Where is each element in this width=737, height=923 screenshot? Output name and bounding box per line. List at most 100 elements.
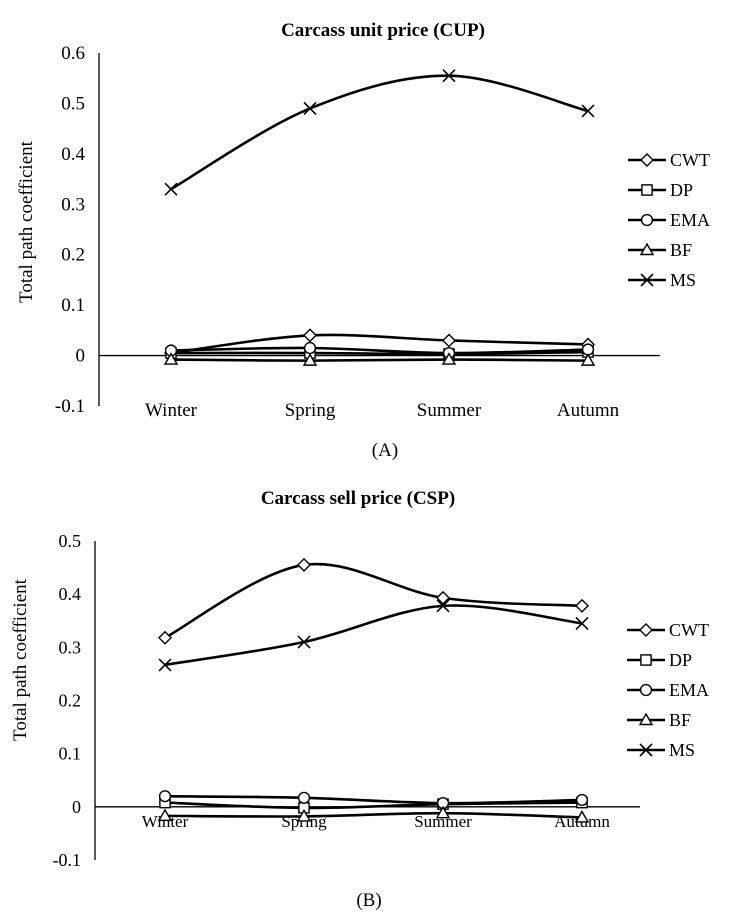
legend-item: CWT bbox=[627, 620, 709, 640]
legend-marker bbox=[639, 683, 653, 697]
y-axis-label: Total path coefficient bbox=[10, 578, 31, 741]
series-line bbox=[164, 604, 583, 667]
legend-label: MS bbox=[670, 270, 696, 290]
data-point bbox=[158, 630, 172, 645]
legend-item: EMA bbox=[627, 680, 709, 700]
y-tick-label: -0.1 bbox=[55, 396, 85, 417]
data-point bbox=[575, 793, 589, 807]
legend: CWT DP EMA BF MS bbox=[627, 620, 709, 760]
legend-item: BF bbox=[627, 710, 691, 730]
chart-panel-b: Carcass sell price (CSP) Total path coef… bbox=[10, 488, 709, 911]
data-point bbox=[442, 69, 456, 83]
data-point bbox=[163, 352, 179, 365]
data-point bbox=[297, 635, 311, 649]
y-tick-labels: -0.1 0 0.1 0.2 0.3 0.4 0.5 bbox=[53, 531, 82, 870]
y-tick-label: 0.1 bbox=[61, 295, 85, 316]
y-tick-label: 0.4 bbox=[61, 144, 85, 165]
data-point bbox=[157, 808, 173, 822]
series-ema bbox=[164, 341, 595, 360]
series-group bbox=[157, 557, 590, 823]
legend-marker bbox=[638, 712, 654, 726]
chart-panel-a: Carcass unit price (CUP) Total path coef… bbox=[16, 20, 710, 461]
y-tick-label: 0 bbox=[76, 346, 86, 367]
legend-marker bbox=[639, 623, 653, 637]
series-line bbox=[170, 358, 589, 362]
legend-item: MS bbox=[627, 740, 695, 760]
data-point bbox=[574, 810, 590, 823]
legend-marker bbox=[640, 213, 654, 227]
y-tick-label: 0.3 bbox=[61, 194, 85, 215]
legend-label: MS bbox=[669, 740, 695, 760]
data-point bbox=[580, 353, 596, 366]
series-ms bbox=[158, 599, 589, 672]
data-point bbox=[303, 101, 317, 116]
data-point bbox=[435, 805, 451, 819]
y-tick-label: 0.2 bbox=[59, 691, 82, 711]
y-tick-label: 0.6 bbox=[61, 43, 85, 64]
data-point bbox=[302, 353, 318, 366]
data-point bbox=[297, 791, 311, 804]
legend-item: DP bbox=[627, 650, 692, 670]
x-tick-labels: Winter Spring Summer Autumn bbox=[145, 400, 620, 421]
legend-label: CWT bbox=[670, 150, 710, 170]
data-point bbox=[296, 808, 312, 822]
y-tick-labels: -0.1 0 0.1 0.2 0.3 0.4 0.5 0.6 bbox=[55, 43, 86, 417]
chart-title: Carcass sell price (CSP) bbox=[261, 488, 455, 509]
legend-item: DP bbox=[628, 180, 693, 200]
legend-label: EMA bbox=[670, 210, 710, 230]
x-tick-label: Summer bbox=[414, 812, 472, 831]
legend-label: EMA bbox=[669, 680, 709, 700]
data-point bbox=[581, 104, 595, 118]
data-point bbox=[436, 590, 450, 605]
data-point bbox=[164, 182, 178, 196]
data-point bbox=[436, 599, 450, 613]
y-tick-label: 0.5 bbox=[59, 531, 82, 551]
y-tick-label: 0 bbox=[72, 797, 81, 817]
data-point bbox=[158, 658, 172, 672]
chart-title: Carcass unit price (CUP) bbox=[281, 20, 485, 41]
legend-label: CWT bbox=[669, 620, 709, 640]
legend-marker bbox=[639, 743, 653, 757]
panel-caption: (B) bbox=[356, 890, 381, 911]
legend-label: BF bbox=[669, 710, 691, 730]
series-line bbox=[170, 333, 589, 355]
legend-item: MS bbox=[628, 270, 696, 290]
series-line bbox=[170, 74, 589, 191]
legend-label: BF bbox=[670, 240, 692, 260]
data-point bbox=[441, 352, 457, 365]
data-point bbox=[158, 790, 172, 803]
x-tick-label: Autumn bbox=[557, 400, 620, 421]
data-point bbox=[303, 328, 317, 343]
series-group bbox=[163, 69, 596, 366]
series-ema bbox=[158, 790, 589, 810]
series-bf bbox=[157, 805, 590, 823]
legend-label: DP bbox=[669, 650, 692, 670]
y-tick-label: 0.4 bbox=[59, 584, 82, 604]
x-tick-label: Winter bbox=[145, 400, 198, 421]
series-line bbox=[164, 794, 583, 805]
y-tick-label: -0.1 bbox=[53, 850, 82, 870]
legend: CWT DP EMA BF MS bbox=[628, 150, 710, 290]
legend-marker bbox=[640, 273, 654, 287]
data-point bbox=[297, 557, 311, 572]
x-tick-label: Spring bbox=[285, 400, 336, 421]
legend-marker bbox=[641, 184, 653, 196]
legend-marker bbox=[640, 153, 654, 167]
y-tick-label: 0.2 bbox=[61, 245, 85, 266]
legend-label: DP bbox=[670, 180, 693, 200]
series-line bbox=[170, 346, 589, 355]
y-axis-label: Total path coefficient bbox=[16, 140, 37, 303]
y-tick-label: 0.5 bbox=[61, 93, 85, 114]
panel-caption: (A) bbox=[372, 440, 398, 461]
series-line bbox=[170, 350, 589, 356]
series-ms bbox=[164, 69, 595, 196]
data-point bbox=[575, 616, 589, 630]
data-point bbox=[442, 333, 456, 348]
y-tick-label: 0.1 bbox=[59, 744, 82, 764]
x-tick-label: Summer bbox=[417, 400, 482, 421]
series-bf bbox=[163, 352, 596, 366]
legend-marker bbox=[640, 654, 652, 666]
legend-item: CWT bbox=[628, 150, 710, 170]
series-cwt bbox=[158, 557, 589, 645]
